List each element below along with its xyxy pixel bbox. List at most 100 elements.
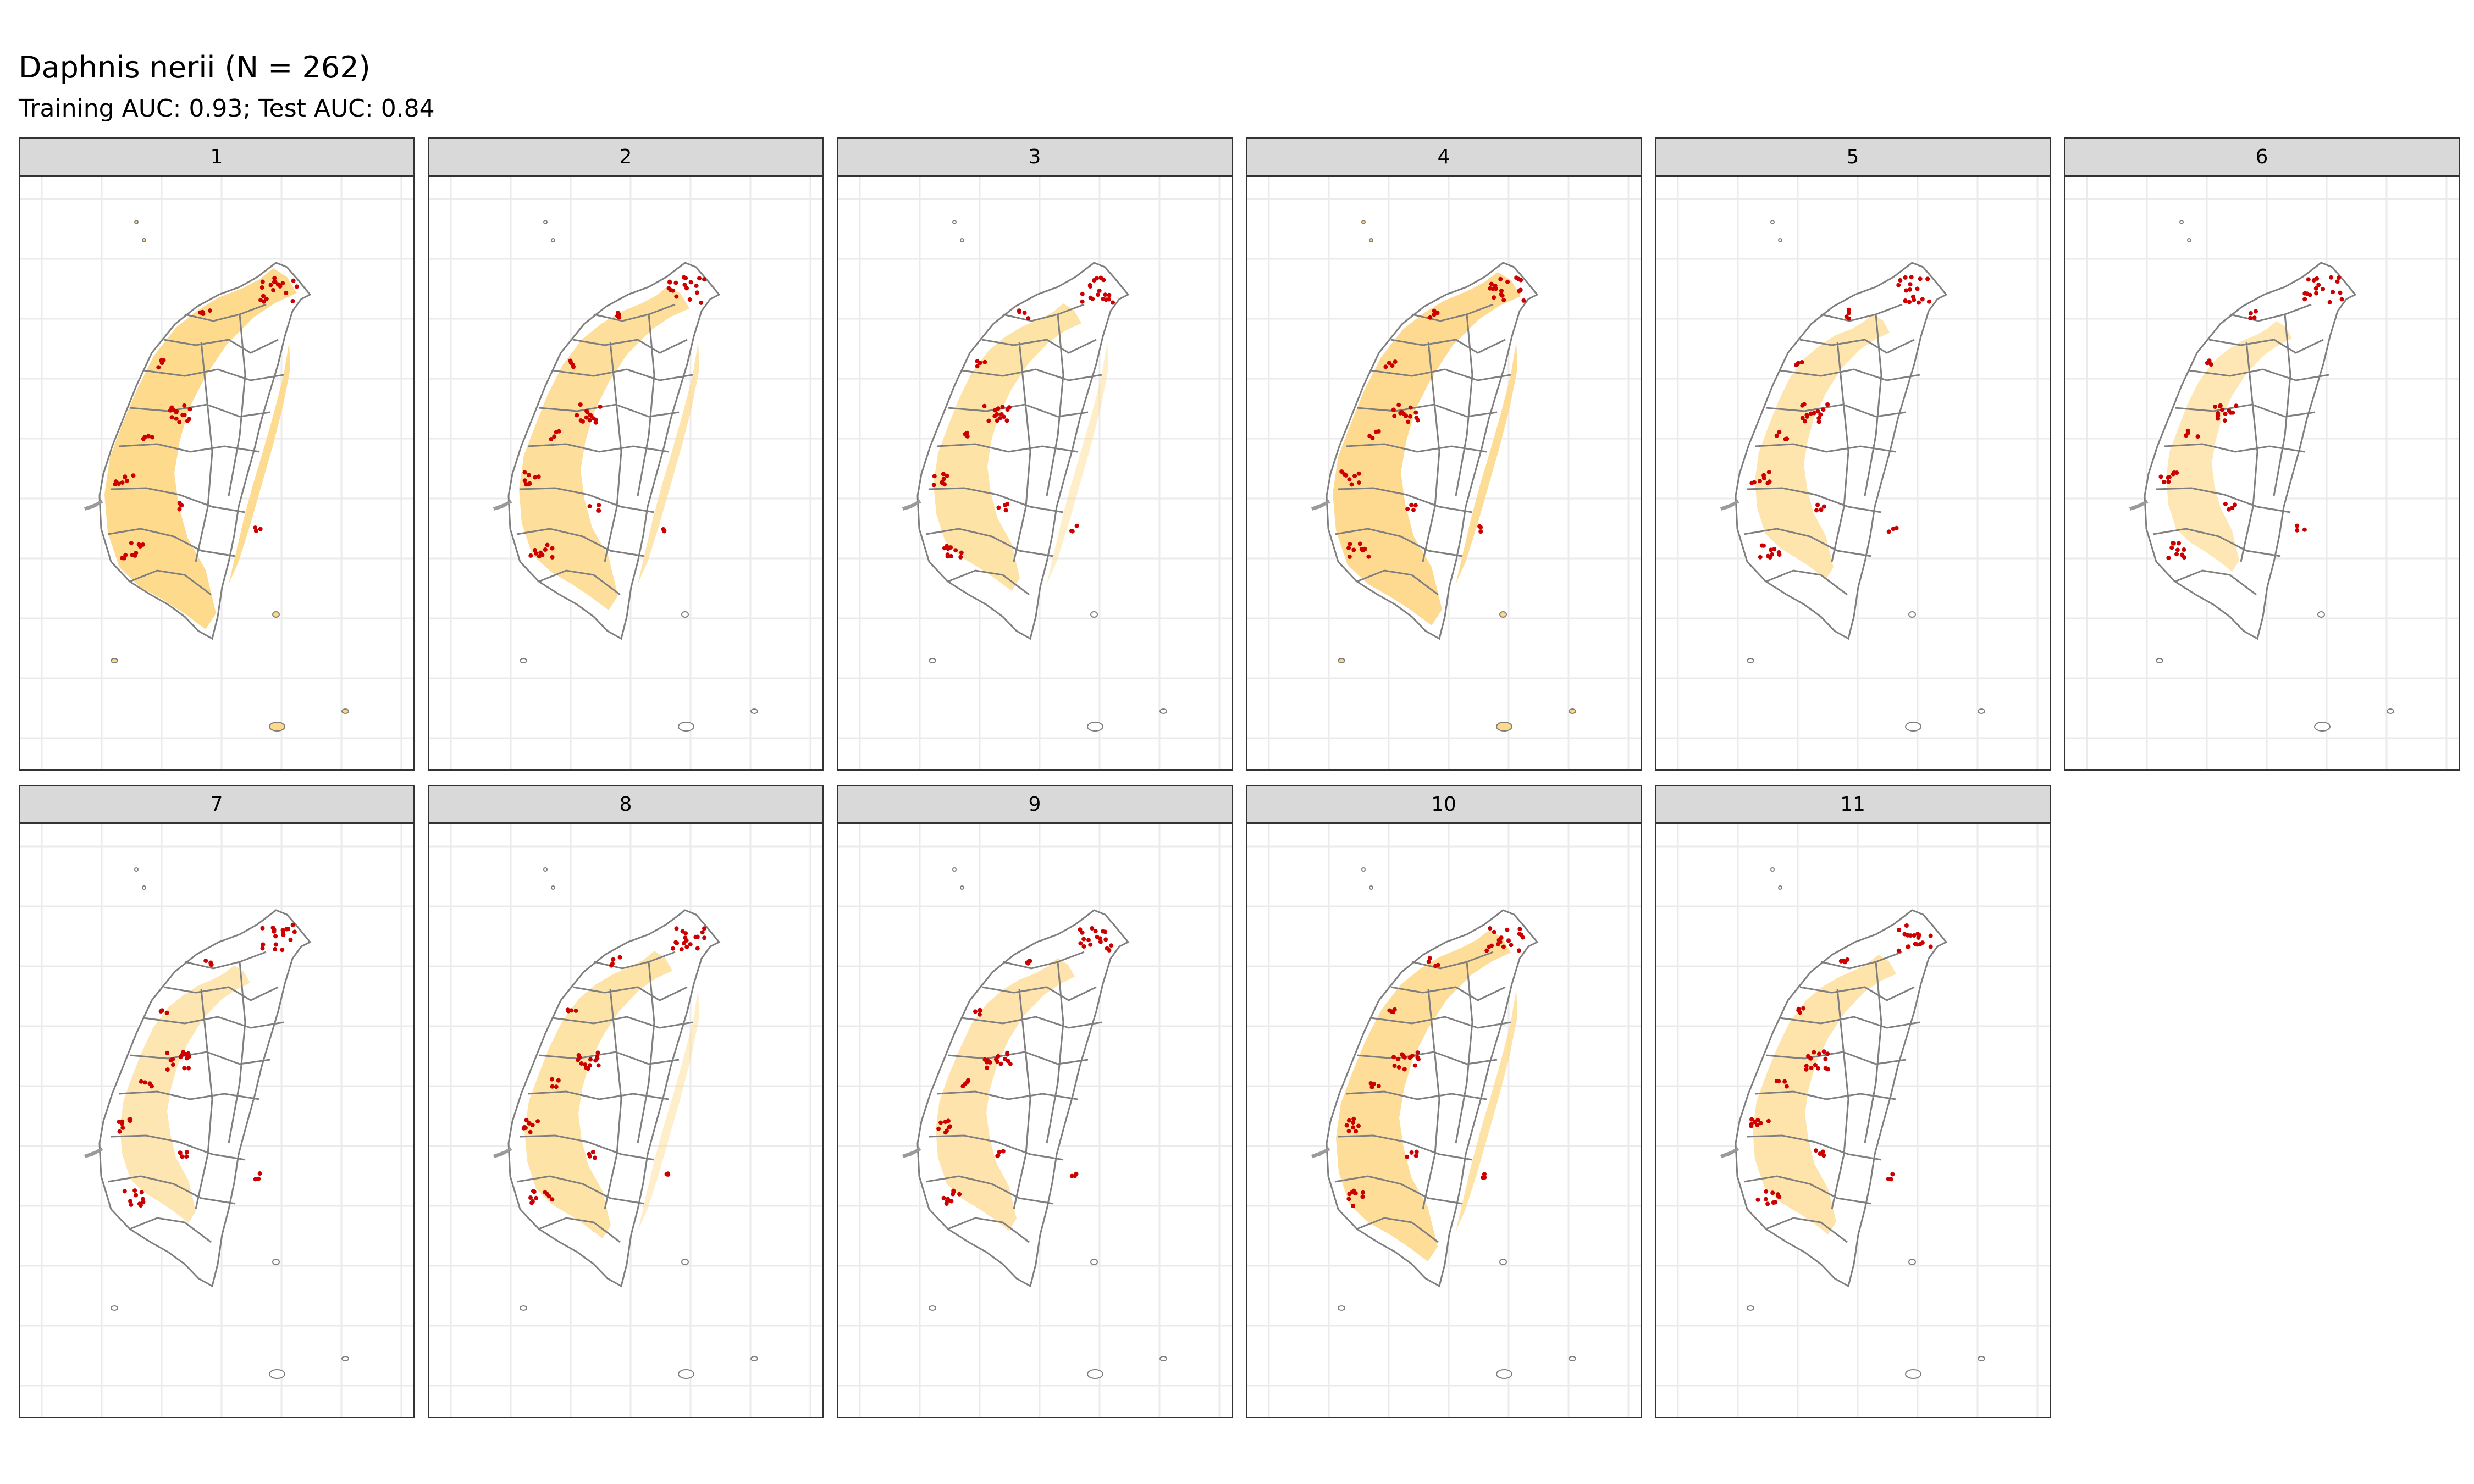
- county-boundary: [195, 989, 213, 1210]
- occurrence-point: [1103, 292, 1108, 297]
- occurrence-point: [549, 437, 554, 441]
- occurrence-point: [1390, 363, 1395, 368]
- penghu-islands: [493, 500, 512, 511]
- occurrence-point: [1499, 288, 1504, 293]
- offshore-island: [1978, 708, 1985, 714]
- occurrence-point: [982, 359, 987, 364]
- occurrence-point: [1367, 434, 1372, 439]
- occurrence-point: [260, 946, 265, 951]
- occurrence-point: [290, 299, 295, 303]
- county-boundary: [572, 339, 688, 354]
- occurrence-point: [1763, 1197, 1768, 1201]
- occurrence-point: [1755, 1197, 1760, 1202]
- occurrence-point: [159, 361, 164, 366]
- occurrence-point: [1773, 1200, 1778, 1205]
- occurrence-point: [177, 419, 182, 424]
- occurrence-point: [272, 276, 277, 281]
- occurrence-point: [1783, 436, 1788, 441]
- offshore-island: [750, 1356, 758, 1361]
- occurrence-point: [960, 1084, 965, 1089]
- suitable-area-east: [638, 342, 699, 584]
- occurrence-point: [1894, 525, 1899, 530]
- occurrence-point: [1409, 1150, 1414, 1155]
- occurrence-point: [1808, 411, 1813, 416]
- occurrence-point: [702, 926, 706, 931]
- coastline: [98, 909, 312, 1288]
- occurrence-point: [1749, 480, 1754, 485]
- county-boundary: [1046, 314, 1064, 496]
- occurrence-point: [2226, 507, 2231, 512]
- suitable-area-west: [1753, 955, 1896, 1234]
- occurrence-point: [982, 403, 987, 408]
- occurrence-point: [1101, 296, 1106, 301]
- offshore-island: [952, 867, 957, 872]
- occurrence-point: [174, 416, 179, 421]
- occurrence-point: [931, 483, 936, 488]
- occurrence-point: [579, 1061, 584, 1066]
- county-boundary: [1046, 961, 1064, 1144]
- occurrence-point: [2167, 475, 2172, 479]
- occurrence-point: [1412, 1063, 1417, 1068]
- occurrence-point: [1886, 529, 1891, 534]
- occurrence-point: [531, 1189, 535, 1194]
- occurrence-point: [1816, 1066, 1820, 1071]
- occurrence-point: [208, 960, 213, 965]
- offshore-island: [2179, 220, 2184, 224]
- occurrence-point: [186, 1066, 191, 1071]
- occurrence-point: [160, 1008, 164, 1013]
- occurrence-point: [948, 545, 953, 550]
- occurrence-point: [178, 502, 183, 507]
- occurrence-point: [1904, 923, 1909, 928]
- county-boundary: [1799, 339, 1915, 354]
- occurrence-point: [174, 409, 179, 414]
- taiwan-map: [429, 177, 822, 769]
- occurrence-point: [2169, 545, 2174, 550]
- county-boundary: [552, 368, 693, 381]
- county-boundary: [1345, 1090, 1487, 1100]
- occurrence-point: [1391, 407, 1396, 412]
- occurrence-point: [1373, 429, 1378, 434]
- occurrence-point: [2171, 541, 2176, 546]
- facet-strip-label: 9: [837, 785, 1233, 823]
- occurrence-point: [1517, 927, 1522, 932]
- occurrence-point: [1518, 278, 1523, 283]
- county-boundary: [1831, 341, 1849, 562]
- map-plot-area: [837, 176, 1233, 771]
- offshore-island: [551, 238, 555, 242]
- occurrence-point: [284, 290, 289, 295]
- occurrence-point: [2230, 505, 2235, 510]
- occurrence-point: [1356, 471, 1361, 476]
- occurrence-point: [2248, 311, 2253, 315]
- offshore-island: [1908, 1259, 1916, 1265]
- facet-panel: 10: [1246, 785, 1642, 1418]
- facet-panel: 1: [19, 137, 415, 771]
- offshore-island: [678, 722, 694, 732]
- occurrence-point: [1905, 933, 1910, 938]
- taiwan-map: [20, 824, 413, 1417]
- occurrence-point: [1888, 1177, 1893, 1182]
- occurrence-point: [978, 361, 982, 366]
- occurrence-point: [528, 1195, 533, 1200]
- occurrence-point: [1415, 418, 1420, 423]
- occurrence-point: [959, 550, 964, 555]
- occurrence-point: [1804, 1067, 1809, 1072]
- suitable-area-east: [638, 989, 699, 1231]
- occurrence-point: [1761, 473, 1766, 478]
- county-boundary: [1455, 314, 1473, 496]
- occurrence-point: [1080, 291, 1085, 296]
- occurrence-point: [957, 1192, 962, 1197]
- occurrence-point: [996, 505, 1001, 510]
- occurrence-point: [1813, 1062, 1818, 1067]
- occurrence-point: [1344, 473, 1349, 478]
- occurrence-point: [941, 477, 946, 481]
- occurrence-point: [1078, 941, 1083, 946]
- occurrence-point: [272, 927, 277, 932]
- map-subtitle: Training AUC: 0.93; Test AUC: 0.84: [19, 95, 435, 123]
- occurrence-point: [141, 436, 146, 441]
- occurrence-point: [1351, 1204, 1356, 1208]
- occurrence-point: [1354, 1129, 1359, 1134]
- county-boundary: [1390, 339, 1506, 354]
- occurrence-point: [597, 503, 601, 508]
- offshore-island: [269, 722, 285, 732]
- occurrence-point: [1080, 299, 1085, 304]
